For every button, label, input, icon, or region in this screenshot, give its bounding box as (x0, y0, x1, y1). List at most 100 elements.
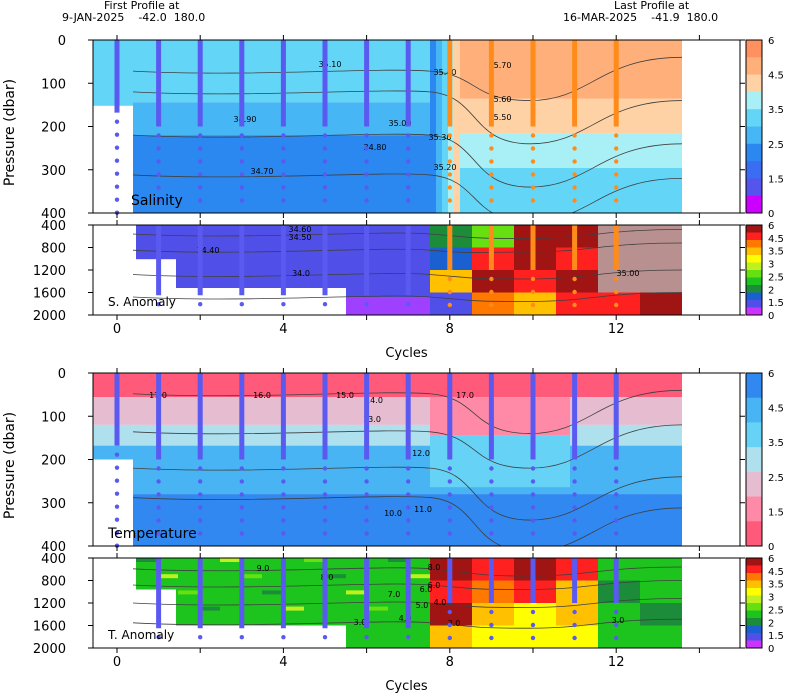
anomaly-cell (640, 558, 682, 582)
contour-line (132, 90, 683, 145)
anomaly-cell (640, 247, 682, 271)
profile-dot (572, 479, 577, 484)
x-tick-label: 0 (113, 655, 121, 670)
contour-label: 34.60 (289, 225, 312, 234)
anomaly-cell (514, 292, 556, 315)
panel-label: S. Anomaly (108, 295, 176, 309)
anomaly-cell (598, 225, 640, 249)
salinity-cell (436, 40, 439, 213)
colorbar-swatch (746, 109, 762, 127)
anomaly-cell (640, 225, 682, 249)
profile-dot (239, 302, 244, 307)
contour-label: 34.0 (292, 269, 310, 278)
profile-dot (530, 609, 536, 615)
contour-line (132, 229, 683, 239)
profile-dot (322, 531, 328, 536)
anomaly-cell (640, 580, 682, 604)
profile-dot (406, 172, 411, 177)
colorbar-tick-label: 4.5 (768, 71, 784, 82)
profile-dot (572, 505, 577, 510)
profile-dot (572, 198, 577, 203)
contour-label: 34.90 (234, 115, 257, 124)
contour-label: 34.40 (197, 246, 220, 255)
profile-dot (530, 479, 536, 484)
colorbar-tick-label: 3.5 (768, 580, 784, 591)
profile-dot (530, 466, 536, 471)
profile-dot (406, 159, 411, 164)
profile-dot (489, 276, 494, 282)
y-tick-label: 400 (41, 207, 66, 222)
profile-dot (530, 531, 536, 536)
colorbar-frame (745, 372, 763, 547)
anomaly-streak (157, 574, 178, 579)
profile-dot (447, 609, 452, 615)
contour-line (132, 292, 683, 302)
colorbar-swatch (746, 625, 762, 634)
profile-dot (156, 479, 161, 484)
salinity-band (460, 168, 682, 213)
salinity-blank (93, 105, 133, 213)
anomaly-blank (93, 558, 136, 648)
profile-dot (489, 492, 494, 497)
salinity-cell (442, 40, 445, 213)
profile-dot (572, 146, 577, 151)
salinity-band (93, 102, 433, 136)
colorbar-swatch (746, 262, 762, 271)
profile-dot (572, 531, 577, 536)
contour-line (132, 424, 683, 469)
anomaly-streak (178, 590, 199, 595)
contour-label: 13.0 (363, 415, 381, 424)
x-tick-label: 8 (446, 655, 454, 670)
contour-label: 3.0 (612, 616, 625, 625)
colorbar-tick-label: 6 (768, 221, 774, 232)
profile-dot (156, 635, 161, 640)
profile-dot (489, 635, 494, 641)
profile-dot (239, 159, 244, 164)
y-tick-label: 800 (41, 242, 66, 257)
profile-dot (198, 479, 203, 484)
salinity-cell (454, 40, 457, 213)
y-tick-label: 200 (41, 454, 66, 469)
contour-line (132, 389, 683, 434)
profile-dot (322, 302, 328, 307)
profile-dot (447, 185, 452, 190)
y-tick-label: 1600 (33, 620, 66, 635)
contour-label: 34.70 (251, 167, 274, 176)
profile-dot (447, 302, 452, 308)
profile-dot (281, 492, 286, 497)
colorbar-swatch (746, 595, 762, 604)
colorbar-swatch (746, 610, 762, 619)
profile-dot (114, 158, 120, 163)
contour-label: 16.0 (253, 391, 271, 400)
colorbar-swatch (746, 565, 762, 574)
anomaly-cell (598, 580, 640, 604)
panel-2-contours (132, 389, 683, 546)
colorbar-tick-label: 2 (768, 618, 774, 629)
profile-dot (239, 505, 244, 510)
profile-dot (572, 518, 577, 523)
panel-1-profiles (156, 225, 619, 308)
profile-dot (364, 302, 369, 307)
y-tick-label: 400 (41, 540, 66, 555)
colorbar-tick-label: 4.5 (768, 234, 784, 245)
x-tick-label: 4 (279, 322, 287, 337)
profile-dot (614, 302, 619, 308)
colorbar-tick-label: 0 (768, 542, 774, 553)
profile-dot (406, 518, 411, 523)
y-tick-label: 1600 (33, 287, 66, 302)
profile-dot (447, 159, 452, 164)
profile-dot (364, 518, 369, 523)
profile-dot (530, 635, 536, 641)
panel-2-axes: 0 100 200 300 400 Pressure (dbar) Temperature (2, 367, 745, 555)
anomaly-blank (136, 259, 176, 315)
colorbar-tick-label: 2.5 (768, 605, 784, 616)
colorbar-tick-label: 1.5 (768, 507, 784, 518)
colorbar-swatch (746, 285, 762, 293)
x-axis-label: Cycles (385, 679, 428, 694)
contour-label: 15.0 (336, 391, 354, 400)
colorbar-swatch (746, 57, 762, 76)
profile-dot (198, 159, 203, 164)
salinity-band (460, 40, 682, 99)
profile-dot (614, 185, 619, 190)
